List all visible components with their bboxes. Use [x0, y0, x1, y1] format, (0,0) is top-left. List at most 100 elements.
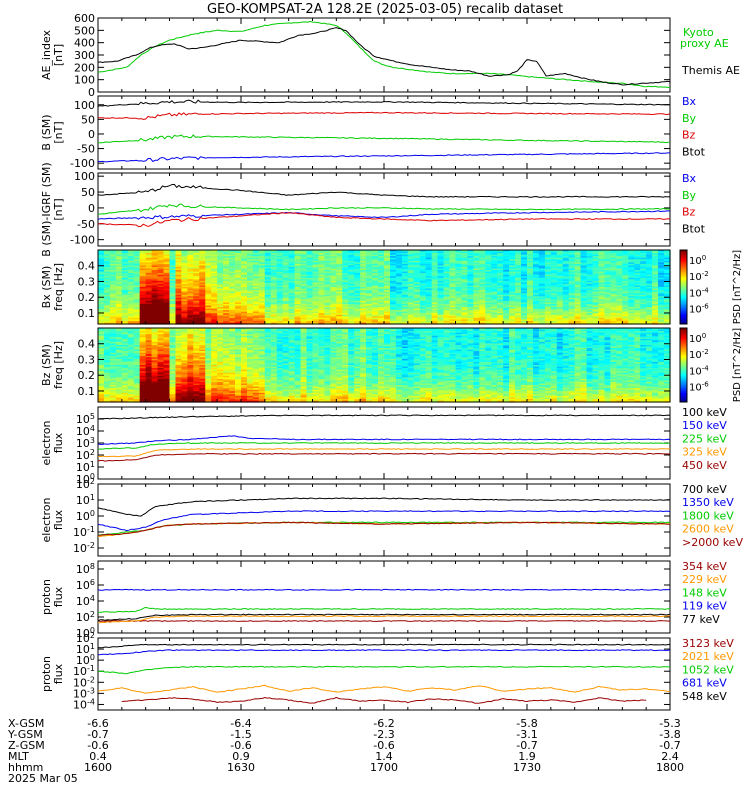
- heatmap-cell: [223, 319, 230, 322]
- heatmap-cell: [622, 313, 629, 316]
- heatmap-cell: [527, 296, 534, 299]
- heatmap-cell: [413, 254, 421, 257]
- heatmap-cell: [175, 259, 183, 262]
- colorbar-cell: [680, 266, 687, 269]
- heatmap-cell: [407, 282, 415, 285]
- heatmap-cell: [366, 316, 373, 319]
- heatmap-cell: [562, 314, 570, 317]
- heatmap-cell: [282, 273, 290, 276]
- heatmap-cell: [98, 388, 105, 391]
- heatmap-cell: [622, 288, 629, 291]
- heatmap-cell: [568, 273, 576, 276]
- heatmap-cell: [211, 297, 218, 300]
- heatmap-cell: [264, 280, 272, 283]
- heatmap-cell: [199, 314, 206, 317]
- heatmap-cell: [312, 276, 320, 279]
- heatmap-cell: [133, 294, 141, 297]
- heatmap-cell: [622, 273, 629, 276]
- heatmap-cell: [205, 283, 212, 286]
- heatmap-cell: [247, 262, 254, 265]
- heatmap-cell: [556, 273, 564, 276]
- heatmap-cell: [401, 307, 409, 310]
- heatmap-cell: [205, 254, 212, 257]
- heatmap-cell: [282, 302, 290, 305]
- heatmap-cell: [121, 314, 129, 317]
- heatmap-cell: [604, 282, 612, 285]
- heatmap-cell: [401, 282, 409, 285]
- heatmap-cell: [544, 283, 552, 286]
- heatmap-cell: [282, 260, 290, 263]
- heatmap-cell: [473, 297, 480, 300]
- heatmap-cell: [133, 314, 141, 317]
- heatmap-cell: [550, 259, 558, 262]
- y-tick-label: 500: [74, 24, 95, 37]
- heatmap-cell: [521, 305, 528, 308]
- heatmap-cell: [318, 311, 326, 314]
- heatmap-cell: [312, 271, 320, 274]
- heatmap-cell: [634, 277, 641, 280]
- heatmap-cell: [443, 262, 451, 265]
- heatmap-cell: [175, 270, 183, 273]
- heatmap-cell: [390, 313, 397, 316]
- heatmap-cell: [431, 260, 439, 263]
- heatmap-cell: [485, 305, 492, 308]
- heatmap-cell: [312, 256, 320, 259]
- heatmap-cell: [473, 314, 480, 317]
- heatmap-cell: [98, 254, 105, 257]
- heatmap-cell: [449, 299, 457, 302]
- heatmap-cell: [616, 263, 623, 266]
- heatmap-cell: [390, 262, 397, 265]
- heatmap-cell: [133, 265, 141, 268]
- heatmap-cell: [479, 259, 486, 262]
- heatmap-cell: [270, 311, 278, 314]
- heatmap-cell: [193, 283, 200, 286]
- heatmap-cell: [104, 287, 111, 290]
- heatmap-cell: [282, 308, 290, 311]
- colorbar-cell: [680, 298, 687, 301]
- heatmap-cell: [568, 317, 576, 320]
- heatmap-cell: [330, 299, 337, 302]
- heatmap-cell: [217, 268, 224, 271]
- heatmap-cell: [550, 282, 558, 285]
- heatmap-cell: [473, 273, 480, 276]
- heatmap-cell: [437, 257, 445, 260]
- heatmap-cell: [580, 270, 588, 273]
- heatmap-cell: [306, 302, 314, 305]
- heatmap-cell: [229, 304, 236, 307]
- heatmap-cell: [527, 262, 534, 265]
- heatmap-cell: [181, 285, 188, 288]
- heatmap-cell: [503, 294, 510, 297]
- heatmap-cell: [390, 317, 397, 320]
- heatmap-cell: [318, 274, 326, 277]
- heatmap-cell: [598, 277, 606, 280]
- heatmap-cell: [229, 259, 236, 262]
- heatmap-cell: [485, 294, 492, 297]
- heatmap-cell: [175, 251, 183, 254]
- heatmap-cell: [229, 276, 236, 279]
- heatmap-cell: [342, 283, 349, 286]
- heatmap-cell: [223, 262, 230, 265]
- heatmap-cell: [652, 263, 659, 266]
- heatmap-cell: [109, 300, 117, 303]
- heatmap-cell: [169, 302, 177, 305]
- heatmap-cell: [562, 288, 570, 291]
- heatmap-cell: [378, 251, 385, 254]
- heatmap-cell: [342, 297, 349, 300]
- heatmap-cell: [312, 285, 320, 288]
- heatmap-cell: [288, 320, 296, 323]
- heatmap-cell: [425, 308, 433, 311]
- heatmap-cell: [634, 297, 641, 300]
- heatmap-cell: [366, 296, 373, 299]
- heatmap-cell: [515, 274, 522, 277]
- heatmap-cell: [121, 293, 129, 296]
- heatmap-cell: [604, 299, 612, 302]
- heatmap-cell: [628, 250, 635, 253]
- heatmap-cell: [330, 297, 337, 300]
- heatmap-cell: [479, 316, 486, 319]
- heatmap-cell: [604, 283, 612, 286]
- heatmap-cell: [276, 277, 284, 280]
- heatmap-cell: [121, 265, 129, 268]
- heatmap-cell: [169, 280, 177, 283]
- heatmap-cell: [145, 285, 153, 288]
- heatmap-cell: [127, 250, 135, 253]
